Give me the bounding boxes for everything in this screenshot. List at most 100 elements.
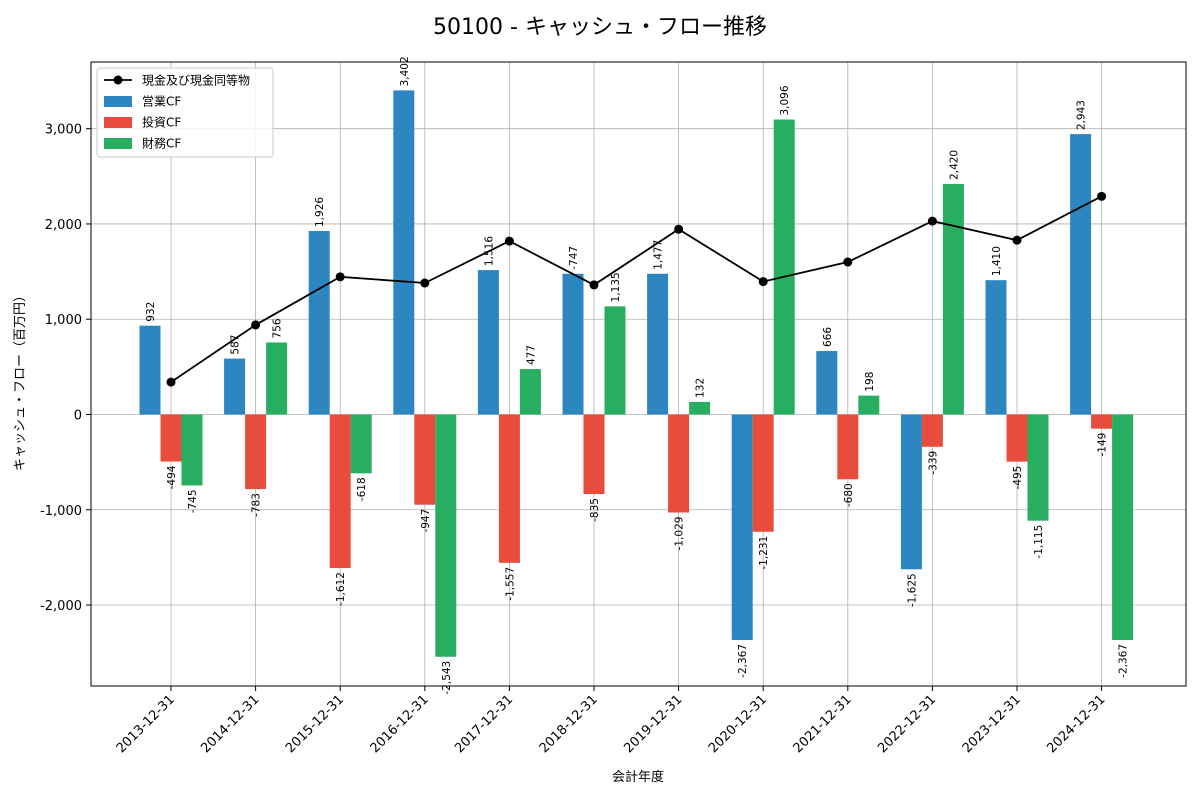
x-axis-ticks: 2013-12-31 2014-12-31 2015-12-31 2016-12-31… — [114, 686, 1108, 756]
bar-財務CF-2024-12-31 — [1112, 414, 1134, 640]
x-tick-label: 2022-12-31 — [875, 692, 939, 756]
x-axis-label: 会計年度 — [612, 769, 664, 785]
bar-財務CF-2023-12-31 — [1027, 414, 1049, 521]
bar-営業CF-2013-12-31 — [139, 325, 161, 415]
bar-財務CF-2017-12-31 — [519, 369, 541, 415]
x-tick-label: 2024-12-31 — [1044, 692, 1108, 756]
data-label: -835 — [589, 498, 601, 522]
data-label: 1,516 — [483, 236, 495, 266]
data-label: -747 — [568, 246, 580, 270]
bar-投資CF-2019-12-31 — [668, 414, 690, 513]
legend-label: 現金及び現金同等物 — [142, 73, 250, 88]
legend-swatch — [104, 96, 132, 107]
data-label: -1,231 — [758, 536, 770, 570]
bar-財務CF-2016-12-31 — [435, 414, 457, 657]
x-tick-label: 2015-12-31 — [283, 692, 347, 756]
data-label: 2,943 — [1076, 100, 1088, 130]
cash-line — [166, 191, 1107, 387]
cash-equivalents-line — [170, 195, 1103, 383]
cash-equivalents-point — [589, 280, 599, 290]
bar-営業CF-2014-12-31 — [224, 358, 246, 415]
data-label: 3,402 — [399, 56, 411, 86]
legend-label: 財務CF — [142, 136, 181, 151]
data-label: -2,543 — [441, 661, 453, 695]
bar-投資CF-2018-12-31 — [583, 414, 605, 495]
cash-equivalents-point — [758, 277, 768, 287]
data-label: -1,557 — [504, 567, 516, 601]
bar-投資CF-2021-12-31 — [837, 414, 859, 480]
data-label: -783 — [251, 493, 263, 517]
bar-投資CF-2014-12-31 — [245, 414, 267, 490]
data-label: 756 — [272, 318, 284, 338]
data-label: -149 — [1097, 433, 1109, 457]
bars — [139, 90, 1134, 657]
data-label: 1,135 — [610, 272, 622, 302]
bar-投資CF-2015-12-31 — [329, 414, 351, 569]
cash-equivalents-point — [420, 278, 430, 288]
x-tick-label: 2016-12-31 — [368, 692, 432, 756]
data-label: -339 — [927, 451, 939, 475]
cash-equivalents-point — [166, 377, 176, 387]
x-tick-label: 2020-12-31 — [706, 692, 770, 756]
cash-equivalents-point — [1097, 191, 1107, 201]
bar-投資CF-2013-12-31 — [160, 414, 182, 462]
legend-marker — [113, 75, 123, 85]
x-tick-label: 2014-12-31 — [198, 692, 262, 756]
bar-投資CF-2017-12-31 — [498, 414, 520, 563]
data-label: 3,096 — [779, 85, 791, 115]
bar-投資CF-2022-12-31 — [921, 414, 943, 447]
bar-営業CF-2018-12-31 — [562, 273, 584, 415]
data-label: 477 — [525, 345, 537, 365]
cash-equivalents-point — [504, 236, 514, 246]
x-tick-label: 2019-12-31 — [621, 692, 685, 756]
bar-投資CF-2023-12-31 — [1006, 414, 1028, 462]
x-tick-label: 2013-12-31 — [114, 692, 178, 756]
cash-equivalents-point — [1012, 235, 1022, 245]
data-label: -1,625 — [906, 573, 918, 607]
data-label: -1,115 — [1033, 525, 1045, 559]
legend-swatch — [104, 117, 132, 128]
bar-財務CF-2013-12-31 — [181, 414, 203, 486]
y-tick-label: 0 — [74, 408, 82, 423]
data-labels: 932 587 1,926 3,402 1,516 -747 1,477 -2,367 666 -… — [145, 56, 1130, 694]
data-label: -745 — [187, 489, 199, 513]
bar-営業CF-2016-12-31 — [393, 90, 415, 415]
data-label: 132 — [695, 378, 707, 398]
bar-投資CF-2020-12-31 — [752, 414, 774, 532]
legend-swatch — [104, 138, 132, 149]
data-label: 2,420 — [948, 150, 960, 180]
bar-財務CF-2020-12-31 — [773, 119, 795, 415]
y-axis-ticks: -2,000 -1,000 0 1,000 2,000 3,000 — [40, 123, 91, 614]
y-tick-label: 1,000 — [45, 313, 82, 328]
bar-財務CF-2021-12-31 — [858, 395, 880, 415]
bar-財務CF-2019-12-31 — [689, 401, 711, 415]
x-tick-label: 2018-12-31 — [537, 692, 601, 756]
bar-営業CF-2022-12-31 — [900, 414, 922, 570]
data-label: 1,477 — [653, 240, 665, 270]
data-label: -494 — [166, 465, 178, 489]
data-label: -618 — [356, 477, 368, 501]
x-tick-label: 2023-12-31 — [960, 692, 1024, 756]
bar-営業CF-2019-12-31 — [647, 273, 669, 415]
data-label: -1,612 — [335, 572, 347, 606]
cash-equivalents-point — [674, 224, 684, 234]
legend-label: 投資CF — [142, 115, 181, 130]
bar-営業CF-2023-12-31 — [985, 280, 1007, 415]
legend-box — [96, 67, 274, 158]
data-label: -1,029 — [674, 517, 686, 551]
chart-title: 50100 - キャッシュ・フロー推移 — [433, 15, 767, 40]
bar-財務CF-2014-12-31 — [266, 342, 288, 415]
data-label: -2,367 — [737, 644, 749, 678]
cash-equivalents-point — [927, 216, 937, 226]
y-tick-label: 3,000 — [45, 123, 82, 138]
data-label: -495 — [1012, 466, 1024, 490]
bar-営業CF-2020-12-31 — [731, 414, 753, 640]
data-label: 198 — [864, 372, 876, 392]
bar-財務CF-2022-12-31 — [942, 183, 964, 415]
bar-投資CF-2024-12-31 — [1091, 414, 1113, 429]
data-label: -680 — [843, 483, 855, 507]
bar-財務CF-2018-12-31 — [604, 306, 626, 415]
y-axis-label: キャッシュ・フロー（百万円） — [13, 289, 28, 471]
